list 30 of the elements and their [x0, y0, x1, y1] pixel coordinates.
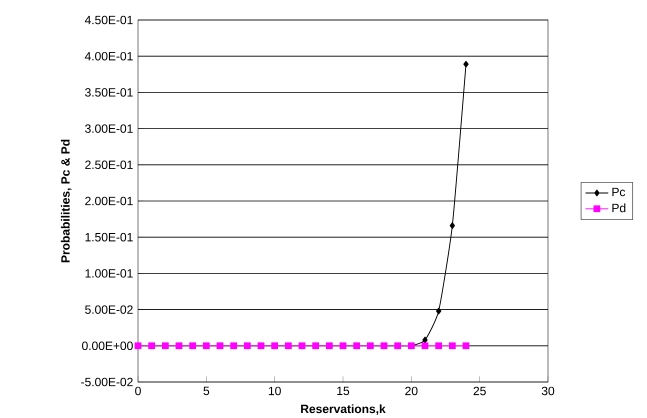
y-tick-label: 4.00E-01: [84, 52, 133, 60]
point: [422, 336, 428, 344]
y-tick-label: 2.50E-01: [85, 160, 133, 170]
y-tick-label: -5.00E-02: [81, 378, 133, 386]
point: [450, 222, 455, 230]
x-tick-label: 10: [268, 386, 281, 396]
y-tick-label: 0.00E+00: [82, 342, 133, 350]
x-tick-label: 5: [203, 386, 210, 396]
point: [436, 308, 442, 314]
y-axis-title: Probabilities, Pc & Pd: [60, 140, 72, 262]
x-tick-label: 0: [135, 386, 141, 396]
legend-label: Pc: [612, 188, 626, 196]
x-tick-label: 15: [337, 386, 350, 396]
x-tick-label: 25: [474, 386, 486, 396]
y-tick-label: 4.50E-01: [84, 16, 133, 24]
point: [448, 342, 456, 350]
x-tick-label: 30: [542, 386, 554, 396]
y-tick-label: 5.00E-02: [85, 305, 133, 314]
x-tick-label: 20: [405, 386, 418, 396]
y-tick-label: 3.50E-01: [85, 88, 133, 97]
y-tick-label: 1.50E-01: [86, 232, 133, 242]
legend-label: Pd: [612, 203, 626, 212]
x-axis-title: Reservations,k: [301, 404, 386, 415]
y-tick-label: 2.00E-01: [85, 196, 133, 206]
point: [422, 342, 428, 350]
point: [463, 60, 469, 68]
point: [435, 342, 442, 350]
y-tick-label: 3.00E-01: [85, 124, 133, 133]
point: [462, 342, 470, 350]
y-tick-label: 1.00E-01: [86, 269, 133, 278]
